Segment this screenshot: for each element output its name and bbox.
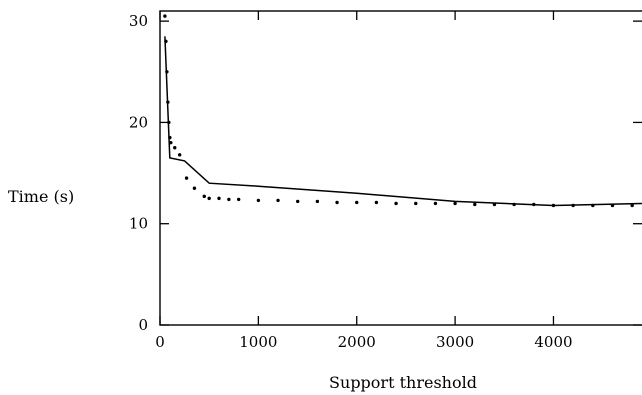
series-1-point-21 — [355, 200, 359, 205]
series-1-point-34 — [610, 203, 615, 208]
series-1-point-35 — [630, 203, 634, 208]
y-tick-label-20: 20 — [129, 113, 148, 131]
x-tick-label-2000: 2000 — [338, 333, 376, 351]
series-1-point-2 — [165, 70, 169, 74]
series-1-point-28 — [492, 202, 497, 207]
series-1-point-17 — [276, 198, 280, 203]
series-1-point-10 — [192, 186, 197, 190]
series-1-point-1 — [164, 39, 168, 44]
x-tick-label-0: 0 — [155, 333, 165, 351]
series-1-point-5 — [168, 135, 172, 140]
series-1-point-24 — [414, 201, 418, 206]
series-1-point-29 — [512, 202, 516, 207]
series-1-point-32 — [571, 203, 575, 208]
x-tick-label-3000: 3000 — [436, 333, 474, 351]
series-1-point-30 — [532, 202, 536, 207]
series-1-point-7 — [173, 146, 177, 150]
series-0-line — [164, 36, 642, 207]
y-tick-label-10: 10 — [129, 215, 148, 233]
series-1-point-0 — [163, 14, 167, 18]
series-1-point-13 — [217, 196, 221, 201]
series-1-point-6 — [169, 140, 173, 145]
series-1-point-12 — [207, 196, 211, 201]
series-1-point-18 — [296, 199, 300, 204]
series-1-point-22 — [374, 200, 379, 205]
series-1-point-9 — [184, 176, 189, 180]
x-tick-label-1000: 1000 — [239, 333, 277, 351]
series-1-point-16 — [256, 198, 261, 203]
x-tick-label-4000: 4000 — [534, 333, 572, 351]
series-1-point-33 — [591, 203, 595, 208]
series-1-point-19 — [315, 199, 320, 204]
y-tick-label-30: 30 — [129, 12, 148, 30]
y-axis-label: Time (s) — [8, 187, 74, 206]
series-1-point-3 — [166, 100, 170, 104]
series-1-point-14 — [227, 197, 231, 202]
x-axis-label: Support threshold — [329, 373, 477, 392]
series-1-point-25 — [433, 201, 438, 206]
plot-series — [163, 14, 642, 208]
plot-axes: 0 10 20 30 0 1000 2000 3000 4000 — [129, 10, 642, 351]
series-1-point-11 — [202, 194, 206, 199]
series-1-point-23 — [394, 201, 398, 206]
series-1-point-15 — [236, 197, 241, 202]
plot-labels: Time (s) Support threshold — [8, 187, 477, 392]
plot-frame — [159, 10, 642, 326]
series-1-point-27 — [473, 202, 477, 207]
series-1-point-31 — [551, 203, 556, 208]
series-1-point-20 — [335, 200, 339, 205]
y-tick-label-0: 0 — [138, 316, 148, 334]
series-1-point-4 — [167, 120, 171, 125]
series-1-point-26 — [453, 201, 457, 206]
series-1-point-8 — [177, 153, 182, 157]
